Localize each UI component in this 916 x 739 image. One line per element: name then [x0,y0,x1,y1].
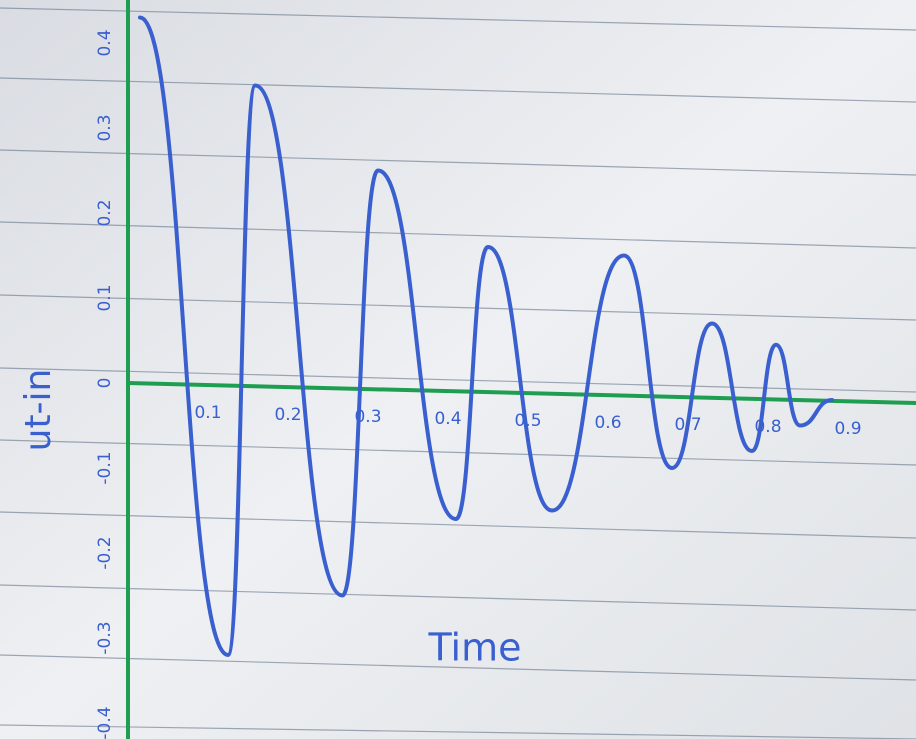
y-tick-label: 0.2 [95,199,115,226]
y-tick-label: 0.1 [95,284,115,311]
x-tick-label: 0.6 [594,413,621,433]
y-tick-label: 0.3 [95,114,115,141]
y-tick-label: -0.2 [95,536,115,569]
x-tick-label: 0.2 [274,405,301,425]
y-tick-label: -0.3 [95,621,115,654]
x-tick-label: 0.4 [434,409,461,429]
y-tick-label: -0.4 [95,706,115,739]
chart: Time ut-in -0.4 -0.3 -0.2 -0.1 0 0.1 0.2 0.3 0.4… [0,0,916,739]
x-axis-label: Time [428,626,522,670]
x-tick-label: 0.9 [834,419,861,439]
y-tick-label: -0.1 [95,451,115,484]
y-axis-label: ut-in [18,369,59,452]
y-tick-label: 0 [95,378,115,389]
page: Time ut-in -0.4 -0.3 -0.2 -0.1 0 0.1 0.2 0.3 0.4… [0,0,916,739]
y-tick-label: 0.4 [95,29,115,56]
x-tick-label: 0.1 [194,403,221,423]
